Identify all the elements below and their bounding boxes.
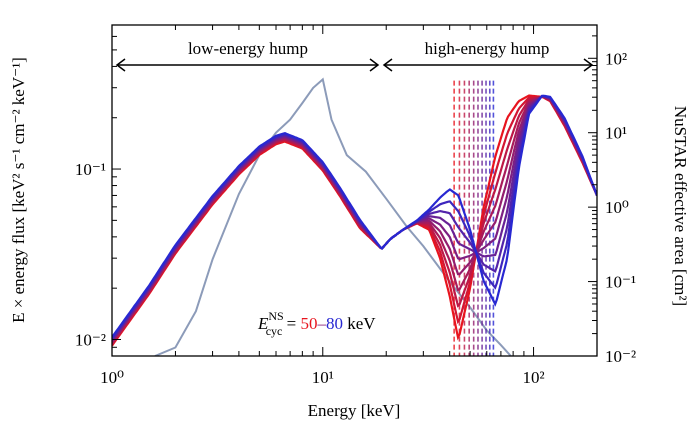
tick-layer: 10⁰ 10¹ 10² 10⁻² 10⁻¹ 10⁻² 10⁻¹ 10⁰ 10¹ 10² [75, 25, 636, 387]
ecyc-annotation: ENS cyc = 50–80 keV [257, 309, 376, 338]
series-layer [112, 94, 597, 347]
x-tick-label: 10² [522, 368, 544, 387]
y-tick-label: 10⁻¹ [75, 160, 106, 179]
low-hump-arrow [115, 58, 380, 72]
y2-axis-title: NuSTAR effective area [cm²] [671, 106, 690, 306]
high-hump-label: high-energy hump [425, 39, 550, 58]
high-hump-arrow [382, 58, 594, 72]
y2-tick-label: 10⁻² [605, 347, 636, 366]
x-axis-title: Energy [keV] [308, 401, 401, 420]
effective-area-layer [154, 77, 512, 356]
y2-tick-label: 10⁰ [605, 198, 629, 217]
y2-tick-label: 10¹ [605, 124, 627, 143]
x-tick-label: 10¹ [312, 368, 334, 387]
y-axis-title: E × energy flux [keV² s⁻¹ cm⁻² keV⁻¹] [9, 57, 28, 323]
low-hump-label: low-energy hump [188, 39, 308, 58]
spectrum-line [112, 94, 597, 338]
y-tick-label: 10⁻² [75, 330, 106, 349]
effective-area-line [154, 77, 512, 356]
y2-tick-label: 10⁻¹ [605, 273, 636, 292]
x-tick-label: 10⁰ [100, 368, 124, 387]
y2-tick-label: 10² [605, 49, 627, 68]
plot-frame [111, 24, 598, 357]
